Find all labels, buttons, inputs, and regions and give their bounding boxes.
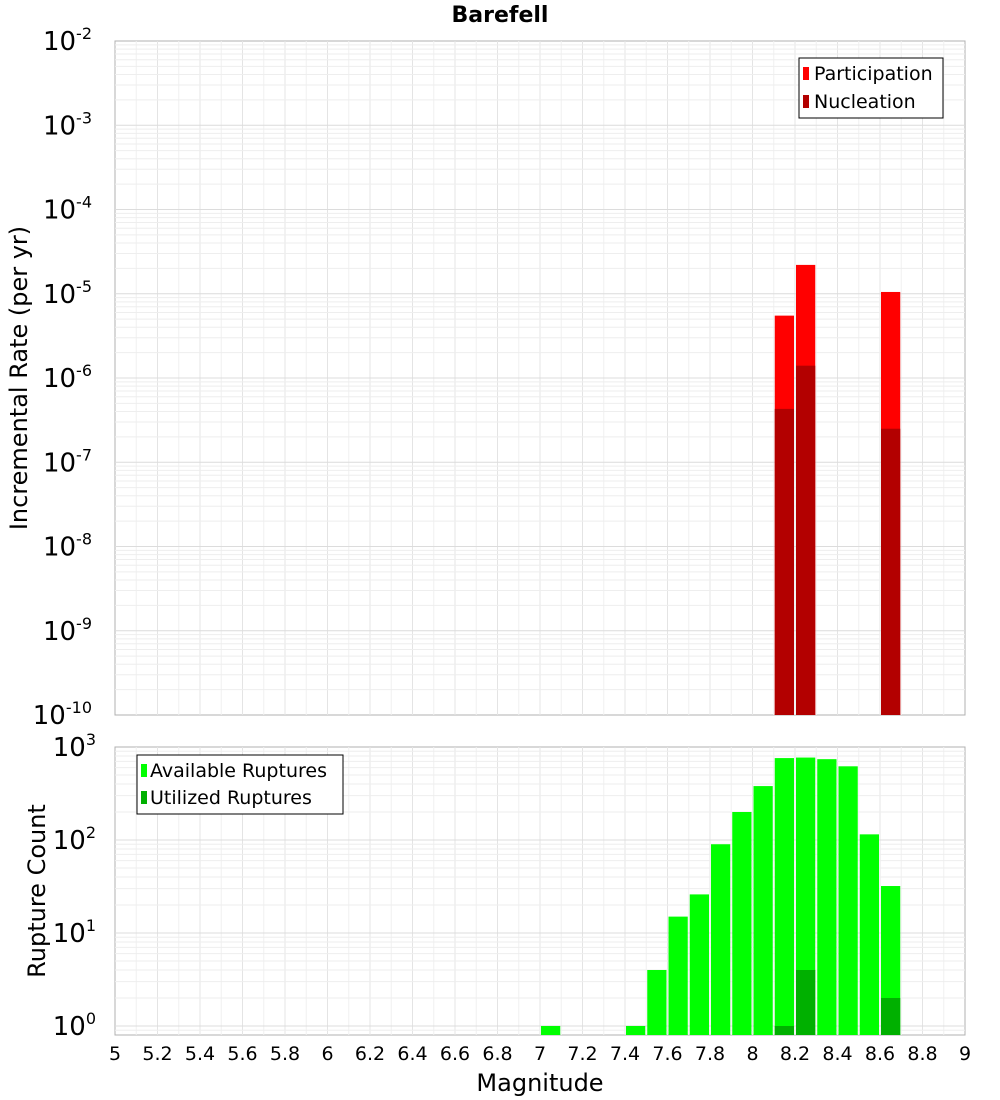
participation-legend-label: Participation <box>814 63 933 85</box>
nucleation-legend-label: Nucleation <box>814 91 916 113</box>
x-tick-label: 7.6 <box>652 1043 682 1065</box>
x-tick-label: 6.4 <box>397 1043 427 1065</box>
count-legend: Available Ruptures Utilized Ruptures <box>136 754 344 815</box>
count-y-tick-label: 100 <box>53 1009 96 1042</box>
available-ruptures-bar <box>796 757 816 1035</box>
utilized-legend-label: Utilized Ruptures <box>150 787 312 809</box>
x-tick-label: 6.8 <box>482 1043 512 1065</box>
count-legend-box <box>136 754 344 815</box>
x-tick-label: 6.2 <box>355 1043 385 1065</box>
rate-panel: 10-10 10-9 10-8 10-7 10-6 10-5 10-4 10-3 10-2 In… <box>5 24 966 731</box>
nucleation-bar <box>774 408 794 715</box>
x-ticks: 5 5.2 5.4 5.6 5.8 6 6.2 6.4 6.6 6.8 7 7.2 7.4 7.6 7.8 8… <box>109 1043 971 1065</box>
rate-y-tick-label: 10-8 <box>43 530 92 563</box>
rate-legend: Participation Nucleation <box>798 57 944 119</box>
rate-y-tick-label: 10-7 <box>43 445 92 478</box>
available-ruptures-bar <box>668 916 688 1035</box>
x-tick-label: 5.2 <box>142 1043 172 1065</box>
x-tick-label: 7.8 <box>695 1043 725 1065</box>
available-ruptures-bar <box>774 758 794 1035</box>
count-bars <box>541 757 901 1035</box>
rate-bars <box>774 264 901 715</box>
rate-y-tick-label: 10-10 <box>33 698 92 731</box>
rate-legend-box <box>798 57 944 119</box>
available-ruptures-bar <box>881 886 901 1035</box>
available-ruptures-bar <box>732 812 752 1035</box>
x-tick-label: 5.8 <box>270 1043 300 1065</box>
nucleation-bar <box>881 428 901 715</box>
available-ruptures-bar <box>689 894 709 1035</box>
x-tick-label: 6.6 <box>440 1043 470 1065</box>
rate-y-tick-label: 10-5 <box>43 277 92 310</box>
participation-legend-swatch <box>803 67 809 80</box>
rate-y-axis-label: Incremental Rate (per yr) <box>5 226 33 530</box>
rate-y-tick-label: 10-3 <box>43 108 92 141</box>
rate-y-tick-label: 10-4 <box>43 193 92 226</box>
count-panel: 100 101 102 103 5 5.2 5.4 5.6 5.8 6 6.2 6.4 6.6 6.8 7… <box>23 730 971 1097</box>
available-ruptures-bar <box>647 969 667 1035</box>
rate-grid <box>115 41 965 715</box>
count-y-ticks: 100 101 102 103 <box>53 730 96 1042</box>
utilized-ruptures-bar <box>881 997 901 1035</box>
x-tick-label: 8.4 <box>822 1043 852 1065</box>
chart-title: Barefell <box>452 3 549 28</box>
rate-y-tick-label: 10-9 <box>43 614 92 647</box>
available-ruptures-bar <box>817 759 837 1035</box>
utilized-legend-swatch <box>141 791 147 804</box>
available-legend-swatch <box>141 764 147 777</box>
available-ruptures-bar <box>626 1025 646 1035</box>
available-ruptures-bar <box>711 844 731 1035</box>
x-tick-label: 8.2 <box>780 1043 810 1065</box>
count-y-axis-label: Rupture Count <box>23 804 51 978</box>
x-tick-label: 7 <box>534 1043 546 1065</box>
x-axis-label: Magnitude <box>476 1069 603 1097</box>
count-y-tick-label: 102 <box>53 823 96 856</box>
available-ruptures-bar <box>859 834 879 1035</box>
utilized-ruptures-bar <box>796 969 816 1035</box>
count-y-tick-label: 101 <box>53 916 96 949</box>
x-tick-label: 5.6 <box>227 1043 257 1065</box>
x-tick-label: 6 <box>321 1043 333 1065</box>
x-tick-label: 8.6 <box>865 1043 895 1065</box>
utilized-ruptures-bar <box>774 1025 794 1035</box>
rate-y-tick-label: 10-6 <box>43 361 92 394</box>
x-tick-label: 9 <box>959 1043 971 1065</box>
available-ruptures-bar <box>838 766 858 1035</box>
rate-y-ticks: 10-10 10-9 10-8 10-7 10-6 10-5 10-4 10-3 10-2 <box>33 24 92 731</box>
x-tick-label: 5.4 <box>185 1043 215 1065</box>
count-y-tick-label: 103 <box>53 730 96 763</box>
x-tick-label: 8.8 <box>907 1043 937 1065</box>
available-ruptures-bar <box>541 1025 561 1035</box>
available-ruptures-bar <box>753 786 773 1035</box>
x-tick-label: 7.2 <box>567 1043 597 1065</box>
x-tick-label: 8 <box>746 1043 758 1065</box>
available-legend-label: Available Ruptures <box>150 760 327 782</box>
x-tick-label: 5 <box>109 1043 121 1065</box>
nucleation-bar <box>796 365 816 715</box>
x-tick-label: 7.4 <box>610 1043 640 1065</box>
rate-y-tick-label: 10-2 <box>43 24 92 57</box>
nucleation-legend-swatch <box>803 95 809 108</box>
